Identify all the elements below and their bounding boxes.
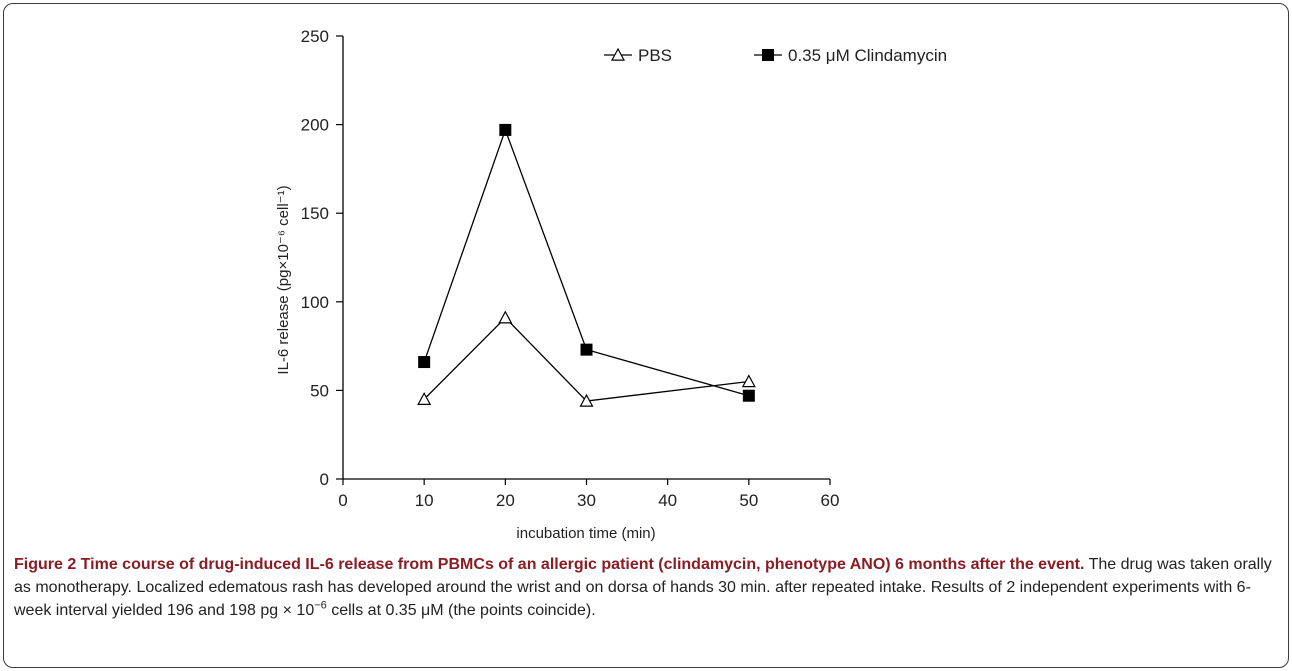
axes <box>336 35 831 485</box>
legend-item: 0.35 μM Clindamycin <box>754 46 947 65</box>
x-tick-label: 40 <box>658 491 677 510</box>
x-tick-label: 50 <box>739 491 758 510</box>
data-point <box>417 391 432 405</box>
y-tick-label: 50 <box>310 381 329 400</box>
x-axis-label: incubation time (min) <box>516 525 655 542</box>
tick-labels: 0 50 100 150 200 250 0 10 20 30 40 50 60 <box>301 27 840 510</box>
series-1 <box>418 123 755 402</box>
legend-swatch-marker <box>610 47 626 61</box>
y-tick-label: 0 <box>320 470 329 489</box>
legend: PBS 0.35 μM Clindamycin <box>604 46 947 65</box>
data-point <box>418 356 431 369</box>
series-line <box>423 127 750 397</box>
data-point <box>499 123 512 136</box>
legend-swatch-marker <box>762 49 774 61</box>
line-chart: 0 50 100 150 200 250 0 10 20 30 40 50 60 incubation … <box>275 27 947 542</box>
caption-superscript: −6 <box>314 599 327 612</box>
y-tick-label: 150 <box>301 204 329 223</box>
figure-frame <box>3 3 1289 668</box>
legend-label: PBS <box>638 46 672 65</box>
y-tick-label: 200 <box>301 116 329 135</box>
series-0 <box>417 310 756 407</box>
legend-label: 0.35 μM Clindamycin <box>788 46 947 65</box>
data-point <box>741 374 756 388</box>
data-point <box>580 343 593 356</box>
caption-body-end: cells at 0.35 μM (the points coincide). <box>326 602 596 619</box>
y-tick-label: 250 <box>301 27 329 46</box>
x-tick-label: 20 <box>496 491 515 510</box>
x-tick-label: 30 <box>577 491 596 510</box>
series-layer <box>417 123 756 407</box>
x-tick-label: 10 <box>415 491 434 510</box>
figure-caption: Figure 2 Time course of drug-induced IL-… <box>14 553 1274 622</box>
data-point <box>742 389 755 402</box>
data-point <box>498 310 513 324</box>
y-axis-label: IL-6 release (pg×10⁻⁶ cell⁻¹) <box>275 185 292 374</box>
x-tick-label: 0 <box>338 491 347 510</box>
caption-body: The drug was taken orally as monotherapy… <box>14 556 1272 619</box>
series-line <box>423 316 749 402</box>
caption-lead: Figure 2 Time course of drug-induced IL-… <box>14 556 1085 573</box>
data-point <box>579 393 594 407</box>
x-tick-label: 60 <box>821 491 840 510</box>
legend-item: PBS <box>604 46 672 65</box>
y-tick-label: 100 <box>301 293 329 312</box>
